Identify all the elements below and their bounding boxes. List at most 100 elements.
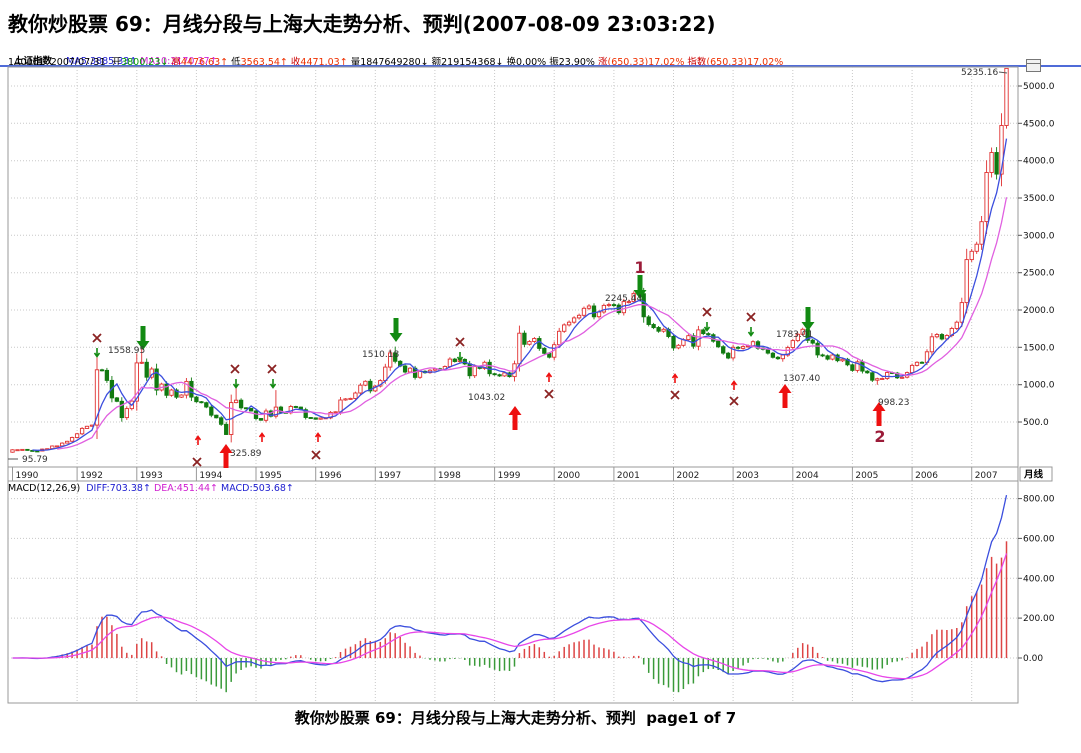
text-segment: 3563.54↑ [240, 57, 291, 68]
text-segment: 指数 [687, 57, 707, 68]
x-mark [729, 396, 739, 406]
small-up-arrow [194, 435, 202, 445]
ma5-line [32, 138, 1008, 451]
y-axis-label: 4000.0 [1023, 157, 1055, 167]
x-axis-year-label: 2005 [855, 471, 878, 481]
y-axis-label: 4500.0 [1023, 119, 1055, 129]
x-axis-year-label: 2000 [557, 471, 580, 481]
big-up-arrow [872, 402, 886, 426]
segment-number-label: 1 [634, 258, 645, 277]
x-axis-year-label: 1995 [259, 471, 282, 481]
small-up-arrow [258, 432, 266, 442]
price-label: 5235.16 [961, 68, 998, 78]
segment-number-label: 2 [874, 427, 885, 446]
x-axis-year-label: 1990 [16, 471, 39, 481]
small-up-arrow [545, 372, 553, 382]
text-segment: DEA:451.44↑ [153, 483, 222, 494]
small-down-arrow [232, 379, 240, 389]
text-segment: MA5:3885.33↑ [66, 56, 141, 67]
header-divider [0, 65, 1081, 67]
y-axis-label: 500.0 [1023, 418, 1049, 428]
x-mark [92, 333, 102, 343]
x-axis-year-label: 1999 [498, 471, 521, 481]
x-axis-year-label: 2004 [796, 471, 819, 481]
x-mark [544, 389, 554, 399]
x-mark [746, 312, 756, 322]
small-down-arrow [456, 352, 464, 362]
y-axis-label: 0.00 [1023, 654, 1043, 664]
y-axis-label: 1500.0 [1023, 343, 1055, 353]
big-up-arrow [508, 406, 522, 430]
text-segment: MACD(12,26,9) [8, 483, 87, 494]
y-axis-label: 5000.0 [1023, 82, 1055, 92]
page-title: 教你炒股票 69：月线分段与上海大走势分析、预判(2007-08-09 23:0… [8, 12, 716, 36]
y-axis-label: 2500.0 [1023, 269, 1055, 279]
text-segment: MA10:3170.37↑ [140, 56, 218, 67]
candlestick-macd-chart[interactable]: 5000.04500.04000.03500.03000.02500.02000… [0, 0, 1081, 706]
macd-info-bar: MACD(12,26,9) DIFF:703.38↑ DEA:451.44↑ M… [8, 483, 294, 494]
text-segment: DIFF:703.38↑ [86, 483, 154, 494]
price-label: 1558.95 [108, 346, 145, 356]
x-mark [702, 307, 712, 317]
x-axis-year-label: 1996 [319, 471, 342, 481]
price-label: 95.79 [22, 455, 48, 465]
x-axis-year-label: 1998 [438, 471, 461, 481]
text-segment: (650.33)17.02% [706, 57, 784, 68]
text-segment: 开 [111, 57, 122, 68]
small-down-arrow [747, 327, 755, 337]
index-name: 上证指数 [14, 56, 53, 67]
x-axis-year-label: 1994 [199, 471, 222, 481]
x-axis-year-label: 2002 [677, 471, 700, 481]
price-label: 1307.40 [783, 374, 820, 384]
small-down-arrow [703, 322, 711, 332]
y-axis-label: 1000.0 [1023, 381, 1055, 391]
price-label: 998.23 [878, 398, 910, 408]
text-segment: 1A0001 2007/07/31 [8, 57, 112, 68]
x-axis-year-label: 1992 [80, 471, 103, 481]
text-segment: 高 [171, 57, 181, 68]
y-axis-label: 3000.0 [1023, 231, 1055, 241]
text-segment: 1847649280↓ [360, 57, 432, 68]
small-up-arrow [730, 380, 738, 390]
window-restore-icon[interactable] [1026, 59, 1041, 72]
big-up-arrow [219, 444, 233, 468]
x-mark [311, 450, 321, 460]
x-mark [192, 457, 202, 467]
x-axis-year-label: 1993 [140, 471, 163, 481]
price-label: 325.89 [230, 449, 262, 459]
x-axis-year-label: 2006 [915, 471, 938, 481]
page-caption: 教你炒股票 69：月线分段与上海大走势分析、预判 page1 of 7 [294, 709, 737, 727]
price-label-lead [998, 71, 1008, 74]
x-axis-year-label: 2003 [736, 471, 759, 481]
candles [10, 67, 1009, 453]
ma10-line [57, 197, 1008, 450]
price-label: 1510.18 [362, 350, 399, 360]
ma-values: MA5:3885.33↑ MA10:3170.37↑ [66, 56, 217, 67]
price-label: 2245.44 [605, 294, 642, 304]
text-segment: (650.33)17.02% [607, 57, 688, 68]
y-axis-label: 200.00 [1023, 614, 1055, 624]
text-segment: MACD:503.68↑ [221, 483, 294, 494]
text-segment: 换0.00% [506, 57, 550, 68]
small-down-arrow [93, 348, 101, 358]
small-down-arrow [269, 379, 277, 389]
y-axis-label: 400.00 [1023, 574, 1055, 584]
macd-dea-line [12, 553, 1008, 680]
small-up-arrow [314, 432, 322, 442]
small-up-arrow [671, 373, 679, 383]
text-segment: 低 [231, 57, 241, 68]
macd-diff-line [12, 494, 1008, 683]
big-down-arrow [136, 326, 150, 350]
x-axis-year-label: 1997 [378, 471, 401, 481]
index-info-bar: 上证指数 MA5:3885.33↑ MA10:3170.37↑ [8, 42, 217, 67]
text-segment: 3800.23↓ [121, 57, 172, 68]
text-segment: 4476.63↑ [180, 57, 232, 68]
text-segment: 219154368↓ [441, 57, 507, 68]
y-axis-label: 800.00 [1023, 495, 1055, 505]
y-axis-label: 2000.0 [1023, 306, 1055, 316]
period-box[interactable] [1019, 466, 1053, 482]
x-mark [670, 390, 680, 400]
big-down-arrow [801, 307, 815, 331]
y-axis-label: 600.00 [1023, 534, 1055, 544]
big-down-arrow [389, 318, 403, 342]
